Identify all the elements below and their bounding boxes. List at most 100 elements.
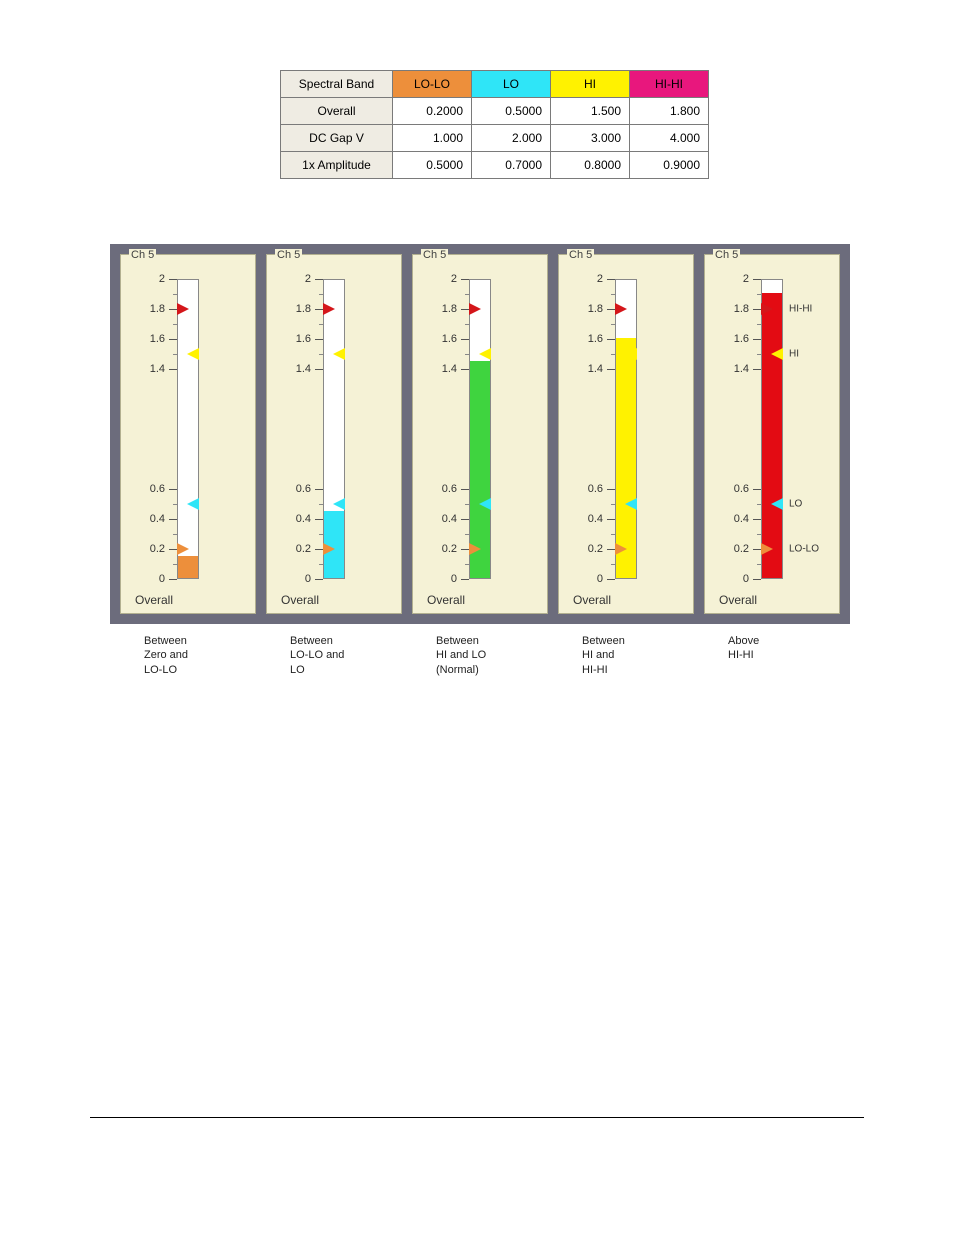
threshold-marker-lo xyxy=(625,498,637,510)
axis-tick-label: 0.2 xyxy=(734,543,749,555)
gauge-card: Ch 521.81.61.40.60.40.20Overall xyxy=(266,254,402,614)
threshold-marker-hi-hi xyxy=(323,303,335,315)
axis-tick-label: 0.4 xyxy=(150,513,165,525)
table-header-hi-hi: HI-HI xyxy=(630,71,709,98)
table-cell: 0.9000 xyxy=(630,152,709,179)
axis-tick-label: 0.4 xyxy=(734,513,749,525)
axis-tick-label: 1.4 xyxy=(588,363,603,375)
gauge-track xyxy=(323,279,345,579)
gauge-fill xyxy=(616,338,636,578)
axis-tick-label: 1.6 xyxy=(296,333,311,345)
axis-tick-label: 0 xyxy=(743,573,749,585)
gauge-track xyxy=(177,279,199,579)
table-cell: 3.000 xyxy=(551,125,630,152)
threshold-marker-lo xyxy=(187,498,199,510)
gauge-fill xyxy=(762,293,782,578)
threshold-marker-lo-lo xyxy=(177,543,189,555)
threshold-label: HI-HI xyxy=(789,304,812,315)
gauge-fill xyxy=(178,556,198,579)
table-cell: 4.000 xyxy=(630,125,709,152)
axis-tick-label: 0 xyxy=(451,573,457,585)
threshold-marker-hi xyxy=(187,348,199,360)
table-cell: 0.8000 xyxy=(551,152,630,179)
axis-tick-label: 2 xyxy=(597,273,603,285)
table-cell: 0.7000 xyxy=(472,152,551,179)
gauge-axis-label: Overall xyxy=(719,593,757,607)
axis-tick-label: 0.2 xyxy=(296,543,311,555)
threshold-marker-hi-hi xyxy=(761,303,773,315)
axis-tick-label: 1.4 xyxy=(150,363,165,375)
threshold-marker-hi xyxy=(771,348,783,360)
gauge-axis-label: Overall xyxy=(427,593,465,607)
gauge-caption: AboveHI-HI xyxy=(704,634,840,677)
axis-tick-label: 1.8 xyxy=(734,303,749,315)
gauge-card: Ch 521.81.61.40.60.40.20HI-HIHILOLO-LOOv… xyxy=(704,254,840,614)
gauge-card: Ch 521.81.61.40.60.40.20Overall xyxy=(558,254,694,614)
axis-tick-label: 1.6 xyxy=(588,333,603,345)
axis-tick-label: 1.6 xyxy=(150,333,165,345)
spectral-band-table: Spectral BandLO-LOLOHIHI-HI Overall0.200… xyxy=(280,70,954,179)
table-cell: 0.5000 xyxy=(393,152,472,179)
axis-tick-label: 1.4 xyxy=(734,363,749,375)
gauge-caption: BetweenZero andLO-LO xyxy=(120,634,256,677)
threshold-marker-lo xyxy=(771,498,783,510)
threshold-marker-hi-hi xyxy=(469,303,481,315)
gauge-caption: BetweenHI andHI-HI xyxy=(558,634,694,677)
axis-tick-label: 0.4 xyxy=(442,513,457,525)
table-header-hi: HI xyxy=(551,71,630,98)
axis-tick-label: 1.8 xyxy=(442,303,457,315)
gauge-axis-label: Overall xyxy=(135,593,173,607)
axis-tick-label: 2 xyxy=(743,273,749,285)
axis-tick-label: 0 xyxy=(597,573,603,585)
gauge-card: Ch 521.81.61.40.60.40.20Overall xyxy=(412,254,548,614)
threshold-marker-lo-lo xyxy=(323,543,335,555)
axis-tick-label: 1.8 xyxy=(296,303,311,315)
axis-tick-label: 1.6 xyxy=(734,333,749,345)
table-cell: 0.2000 xyxy=(393,98,472,125)
gauge-axis-label: Overall xyxy=(281,593,319,607)
table-cell: 1.500 xyxy=(551,98,630,125)
axis-tick-label: 0 xyxy=(305,573,311,585)
threshold-marker-lo xyxy=(333,498,345,510)
table-cell: 1.800 xyxy=(630,98,709,125)
table-cell: 1.000 xyxy=(393,125,472,152)
gauge-channel-label: Ch 5 xyxy=(275,249,302,261)
gauge-card: Ch 521.81.61.40.60.40.20Overall xyxy=(120,254,256,614)
threshold-marker-lo xyxy=(479,498,491,510)
gauge-axis-label: Overall xyxy=(573,593,611,607)
threshold-marker-hi-hi xyxy=(177,303,189,315)
threshold-marker-lo-lo xyxy=(469,543,481,555)
gauge-channel-label: Ch 5 xyxy=(129,249,156,261)
threshold-label: LO-LO xyxy=(789,544,819,555)
axis-tick-label: 0.4 xyxy=(296,513,311,525)
table-header-lo: LO xyxy=(472,71,551,98)
table-row-label: Overall xyxy=(281,98,393,125)
gauge-track xyxy=(615,279,637,579)
gauge-channel-label: Ch 5 xyxy=(421,249,448,261)
table-header-rowlabel: Spectral Band xyxy=(281,71,393,98)
page-footer-rule xyxy=(90,1117,864,1118)
threshold-marker-lo-lo xyxy=(761,543,773,555)
gauge-track xyxy=(761,279,783,579)
table-row-label: 1x Amplitude xyxy=(281,152,393,179)
axis-tick-label: 0.6 xyxy=(588,483,603,495)
threshold-marker-hi xyxy=(333,348,345,360)
table-cell: 2.000 xyxy=(472,125,551,152)
gauge-caption: BetweenHI and LO(Normal) xyxy=(412,634,548,677)
axis-tick-label: 0.4 xyxy=(588,513,603,525)
axis-tick-label: 2 xyxy=(159,273,165,285)
axis-tick-label: 1.4 xyxy=(296,363,311,375)
axis-tick-label: 1.6 xyxy=(442,333,457,345)
gauge-track xyxy=(469,279,491,579)
axis-tick-label: 0.6 xyxy=(150,483,165,495)
axis-tick-label: 0.6 xyxy=(734,483,749,495)
table-cell: 0.5000 xyxy=(472,98,551,125)
threshold-label: LO xyxy=(789,499,802,510)
gauge-panel: Ch 521.81.61.40.60.40.20OverallCh 521.81… xyxy=(110,244,850,624)
gauge-captions: BetweenZero andLO-LOBetweenLO-LO andLOBe… xyxy=(110,624,850,687)
axis-tick-label: 2 xyxy=(305,273,311,285)
gauge-channel-label: Ch 5 xyxy=(713,249,740,261)
axis-tick-label: 1.8 xyxy=(588,303,603,315)
threshold-marker-hi xyxy=(479,348,491,360)
table-header-lo-lo: LO-LO xyxy=(393,71,472,98)
